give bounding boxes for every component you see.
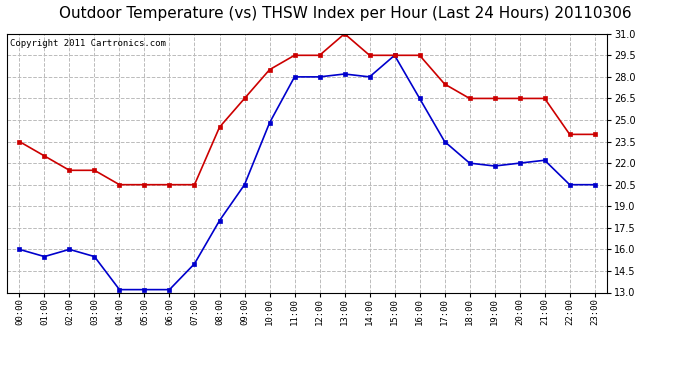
Text: Outdoor Temperature (vs) THSW Index per Hour (Last 24 Hours) 20110306: Outdoor Temperature (vs) THSW Index per … xyxy=(59,6,631,21)
Text: Copyright 2011 Cartronics.com: Copyright 2011 Cartronics.com xyxy=(10,39,166,48)
